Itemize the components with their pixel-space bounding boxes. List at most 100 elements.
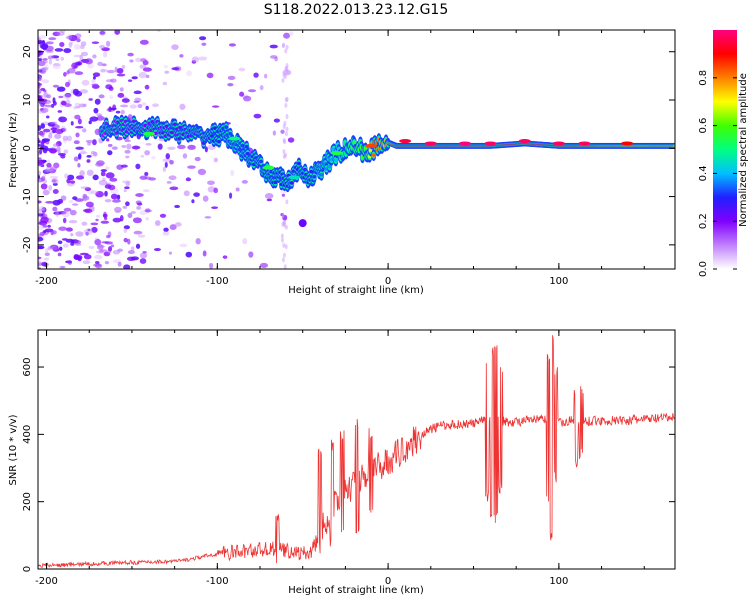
spectrogram-noise-speck bbox=[194, 156, 201, 162]
spectrogram-noise-speck bbox=[80, 186, 90, 189]
spectrogram-noise-speck bbox=[139, 175, 148, 180]
spectrogram-noise-speck bbox=[122, 205, 128, 209]
snr-x-ticks: -200 -100 0 100 bbox=[35, 330, 645, 587]
spectrogram-noise-speck bbox=[55, 58, 60, 61]
spectrogram-noise-speck bbox=[50, 127, 58, 131]
spectrogram-noise-speck bbox=[99, 30, 107, 36]
spectrogram-ridge-core bbox=[169, 130, 174, 135]
spectrogram-noise-speck bbox=[75, 146, 84, 150]
spectrogram-noise-speck bbox=[70, 242, 75, 246]
spectrogram-noise-speck bbox=[242, 95, 252, 102]
spectrogram-noise-speck bbox=[38, 95, 43, 101]
spectrogram-noise-speck bbox=[75, 175, 85, 180]
spectrogram-noise-speck bbox=[89, 116, 99, 122]
spectrogram-noise-speck bbox=[72, 203, 79, 206]
spectrogram-noise-speck bbox=[69, 180, 76, 184]
spectrogram-noise-speck bbox=[38, 259, 41, 265]
spectrogram-noise-speck bbox=[105, 172, 115, 179]
spectrogram-noise-speck bbox=[248, 251, 254, 258]
spectrogram-noise-speck bbox=[269, 44, 278, 49]
spectrogram-noise-speck bbox=[92, 174, 99, 181]
spectrogram-noise-speck bbox=[47, 159, 51, 164]
spectrogram-noise-speck bbox=[57, 240, 63, 245]
spectrogram-noise-speck bbox=[171, 44, 179, 50]
spectrogram-noise-speck bbox=[186, 70, 193, 77]
spectrogram-hotspot bbox=[552, 141, 565, 146]
spectrogram-noise-speck bbox=[90, 150, 97, 157]
spectrogram-noise-speck bbox=[91, 79, 96, 83]
spectrogram-noise-speck bbox=[126, 143, 132, 150]
spectrogram-noise-speck bbox=[109, 177, 118, 182]
spectrogram-y-tick-label: -10 bbox=[22, 188, 33, 204]
spectrogram-noise-speck bbox=[284, 102, 288, 108]
spectrogram-noise-speck bbox=[80, 149, 86, 155]
spectrogram-noise-speck bbox=[38, 225, 45, 230]
spectrogram-blob bbox=[298, 219, 307, 228]
spectrogram-ridge-core bbox=[259, 159, 264, 164]
spectrogram-ridge-core bbox=[371, 153, 376, 157]
spectrogram-noise-speck bbox=[38, 206, 46, 211]
spectrogram-noise-speck bbox=[60, 195, 67, 201]
snr-series-line bbox=[38, 335, 675, 568]
spectrogram-noise-speck bbox=[202, 195, 209, 202]
spectrogram-hotspot bbox=[399, 139, 412, 144]
spectrogram-noise-speck bbox=[67, 34, 73, 40]
spectrogram-noise-speck bbox=[139, 64, 147, 69]
spectrogram-noise-speck bbox=[83, 228, 93, 235]
spectrogram-noise-speck bbox=[40, 88, 46, 91]
spectrogram-noise-speck bbox=[107, 143, 113, 147]
spectrogram-noise-speck bbox=[283, 32, 290, 39]
spectrogram-noise-speck bbox=[38, 236, 44, 242]
spectrogram-noise-speck bbox=[137, 234, 146, 238]
spectrogram-noise-speck bbox=[144, 171, 149, 176]
spectrogram-noise-speck bbox=[93, 263, 102, 267]
snr-x-tick-label: -200 bbox=[35, 576, 58, 587]
spectrogram-noise-speck bbox=[136, 205, 142, 210]
spectrogram-noise-speck bbox=[38, 130, 46, 136]
spectrogram-noise-speck bbox=[63, 48, 72, 54]
spectrogram-noise-speck bbox=[144, 208, 151, 213]
spectrogram-noise-speck bbox=[88, 120, 92, 125]
spectrogram-ridge-core bbox=[289, 181, 294, 185]
spectrogram-noise-speck bbox=[187, 144, 196, 150]
spectrogram-noise-speck bbox=[274, 56, 278, 62]
spectrogram-noise-speck bbox=[154, 220, 161, 227]
spectrogram-noise-speck bbox=[50, 246, 58, 250]
spectrogram-noise-speck bbox=[48, 185, 53, 191]
spectrogram-noise-speck bbox=[135, 193, 144, 197]
spectrogram-ridge-core bbox=[312, 174, 317, 179]
spectrogram-noise-speck bbox=[259, 262, 269, 269]
spectrogram-noise-speck bbox=[213, 187, 219, 194]
spectrogram-noise-speck bbox=[73, 254, 83, 261]
spectrogram-noise-speck bbox=[81, 128, 87, 133]
spectrogram-noise-speck bbox=[114, 30, 121, 35]
spectrogram-noise-speck bbox=[41, 67, 49, 71]
spectrogram-noise-speck bbox=[41, 206, 47, 213]
spectrogram-hotspot bbox=[365, 143, 378, 148]
spectrogram-noise-speck bbox=[57, 252, 62, 257]
spectrogram-noise-speck bbox=[280, 129, 285, 134]
spectrogram-noise-speck bbox=[106, 69, 115, 74]
spectrogram-noise-speck bbox=[204, 216, 212, 219]
spectrogram-y-tick-label: 0 bbox=[22, 145, 33, 151]
spectrogram-noise-speck bbox=[111, 146, 118, 150]
spectrogram-noise-speck bbox=[98, 94, 105, 99]
spectrogram-noise-speck bbox=[127, 212, 133, 219]
spectrogram-noise-speck bbox=[93, 107, 99, 114]
spectrogram-noise-speck bbox=[230, 169, 235, 176]
colorbar: 0.0 0.2 0.4 0.6 0.8 Normalized spectral ampl… bbox=[698, 30, 749, 277]
spectrogram-noise-speck bbox=[166, 180, 172, 184]
spectrogram-noise-speck bbox=[106, 138, 110, 142]
spectrogram-noise-speck bbox=[105, 234, 111, 239]
spectrogram-ridge-core bbox=[363, 146, 368, 151]
spectrogram-noise-speck bbox=[253, 72, 259, 78]
spectrogram-noise-speck bbox=[44, 104, 54, 108]
colorbar-tick-label: 0.2 bbox=[698, 213, 709, 229]
spectrogram-noise-speck bbox=[38, 68, 41, 73]
spectrogram-noise-speck bbox=[285, 126, 289, 132]
spectrogram-noise-speck bbox=[284, 131, 288, 137]
spectrogram-noise-speck bbox=[227, 82, 234, 87]
snr-x-tick-label: 0 bbox=[385, 576, 391, 587]
spectrogram-noise-speck bbox=[52, 63, 61, 67]
spectrogram-noise-speck bbox=[78, 103, 86, 108]
